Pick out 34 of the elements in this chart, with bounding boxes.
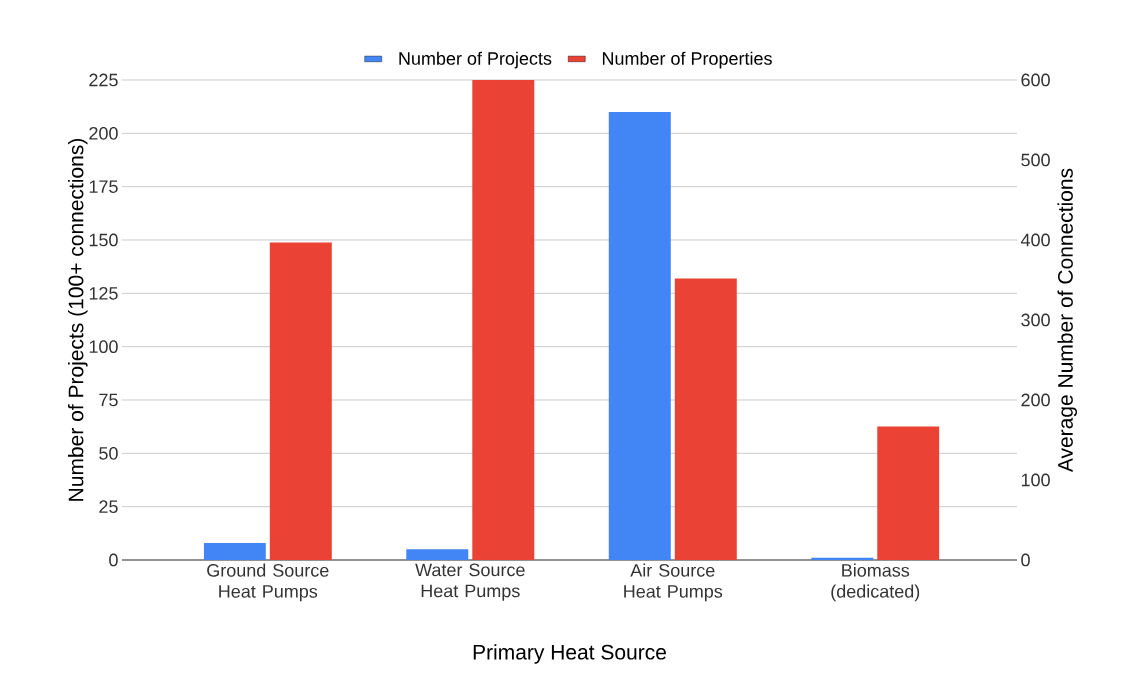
y2-axis-title: Average Number of Connections <box>1057 168 1078 473</box>
y-tick-label: 25 <box>99 500 118 514</box>
y2-tick-label: 100 <box>1021 473 1050 487</box>
y2-tick-label: 400 <box>1020 233 1050 247</box>
bar <box>472 80 535 560</box>
y2-tick-label: 0 <box>1021 553 1030 567</box>
y2-tick-label: 500 <box>1021 153 1050 167</box>
y2-tick-label: 200 <box>1021 393 1050 407</box>
x-tick-label: Ground Source Heat Pumps <box>207 563 329 602</box>
legend-label: Number of Properties <box>602 51 772 69</box>
bar <box>811 557 874 560</box>
y-tick-label: 225 <box>89 73 118 87</box>
x-tick-label: Air Source Heat Pumps <box>624 563 723 602</box>
x-tick-label: Biomass (dedicated) <box>831 563 920 602</box>
y2-tick-label: 600 <box>1021 73 1050 87</box>
y2-tick-label: 300 <box>1021 313 1050 327</box>
y-tick-label: 125 <box>89 286 118 300</box>
bar <box>269 242 332 560</box>
x-tick-label: Water Source Heat Pumps <box>415 563 525 601</box>
legend-label: Number of Projects <box>399 51 552 69</box>
y-tick-label: 175 <box>89 180 118 193</box>
y-tick-label: 50 <box>99 446 118 460</box>
bar <box>203 542 266 560</box>
x-axis-title: Primary Heat Source <box>473 644 666 664</box>
bar <box>406 549 469 560</box>
y-tick-label: 150 <box>89 233 118 247</box>
y-tick-label: 0 <box>109 553 118 567</box>
y-tick-label: 100 <box>89 340 118 354</box>
y-tick-label: 200 <box>89 126 118 140</box>
bar <box>877 426 940 560</box>
bar <box>674 278 737 560</box>
y-axis-title: Number of Projects (100+ connections) <box>68 138 88 501</box>
y-tick-label: 75 <box>99 393 118 407</box>
bar <box>608 112 671 560</box>
